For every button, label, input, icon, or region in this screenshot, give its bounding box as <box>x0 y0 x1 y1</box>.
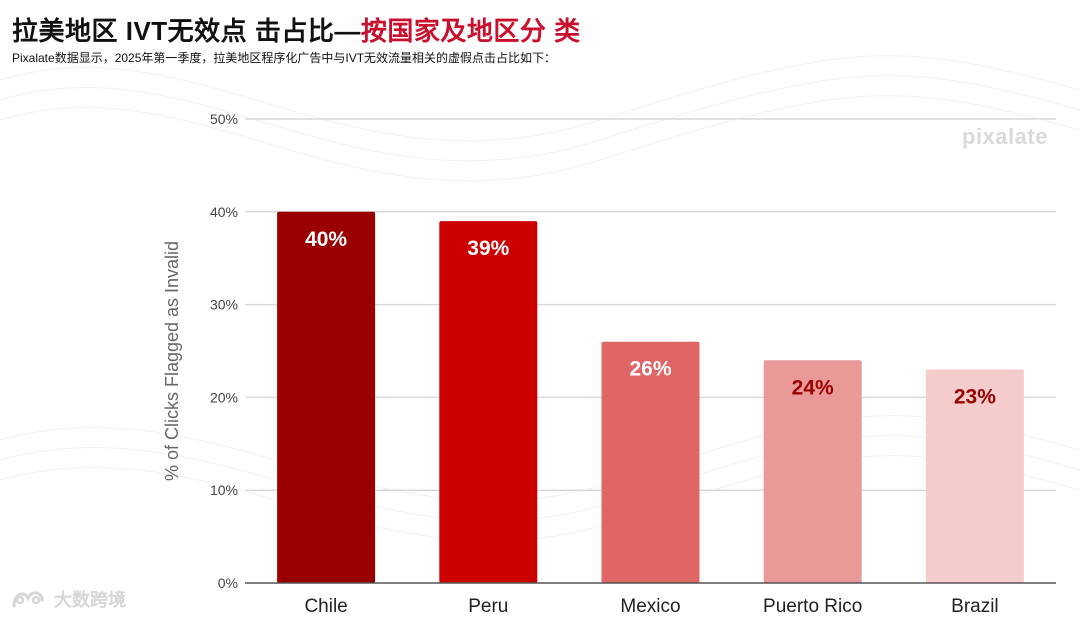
page-subtitle: Pixalate数据显示，2025年第一季度，拉美地区程序化广告中与IVT无效流… <box>12 51 557 65</box>
page-title-black: 拉美地区 IVT无效点 击占比— <box>12 16 361 46</box>
pixalate-logo: pixalate <box>962 124 1048 149</box>
y-tick-label: 10% <box>210 482 238 498</box>
page-title: 拉美地区 IVT无效点 击占比—按国家及地区分 类 <box>12 14 581 48</box>
data-label: 39% <box>467 237 509 260</box>
watermark-text: 大数跨境 <box>54 590 126 610</box>
x-tick-label: Brazil <box>951 596 999 617</box>
watermark: 大数跨境 <box>10 586 126 612</box>
x-tick-label: Peru <box>468 596 508 617</box>
x-tick-label: Mexico <box>620 596 680 617</box>
bar-puerto-rico <box>763 360 862 583</box>
data-label: 24% <box>792 376 834 399</box>
page-title-red: 按国家及地区分 类 <box>360 16 581 46</box>
y-axis-title: % of Clicks Flagged as Invalid <box>162 241 182 481</box>
y-tick-label: 50% <box>210 111 238 127</box>
x-tick-label: Puerto Rico <box>763 596 862 617</box>
bar-mexico <box>601 341 700 583</box>
x-tick-label: Chile <box>304 596 347 617</box>
data-label: 26% <box>629 358 671 381</box>
y-tick-label: 30% <box>210 297 238 313</box>
data-label: 23% <box>954 386 996 409</box>
y-tick-label: 20% <box>210 389 238 405</box>
y-tick-label: 40% <box>210 204 238 220</box>
bar-peru <box>439 221 538 583</box>
y-tick-label: 0% <box>218 575 238 591</box>
bar-chile <box>277 211 376 584</box>
watermark-logo-icon <box>12 591 44 608</box>
bar-brazil <box>925 369 1024 583</box>
data-label: 40% <box>305 228 347 251</box>
